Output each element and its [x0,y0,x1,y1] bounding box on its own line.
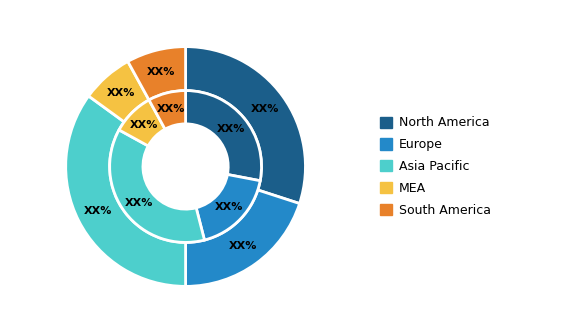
Text: XX%: XX% [147,67,175,77]
Wedge shape [119,100,165,146]
Wedge shape [186,91,262,181]
Legend: North America, Europe, Asia Pacific, MEA, South America: North America, Europe, Asia Pacific, MEA… [375,112,496,221]
Wedge shape [128,47,186,100]
Text: XX%: XX% [84,206,112,216]
Text: XX%: XX% [215,202,243,212]
Text: XX%: XX% [107,88,135,98]
Wedge shape [149,91,186,129]
Text: XX%: XX% [124,198,153,208]
Wedge shape [186,47,305,203]
Text: XX%: XX% [156,104,185,114]
Text: XX%: XX% [229,241,258,251]
Wedge shape [110,130,204,242]
Text: XX%: XX% [251,104,279,114]
Text: XX%: XX% [130,120,158,130]
Wedge shape [196,174,260,240]
Wedge shape [186,190,300,286]
Wedge shape [89,62,149,122]
Text: XX%: XX% [217,124,246,134]
Wedge shape [66,96,186,286]
